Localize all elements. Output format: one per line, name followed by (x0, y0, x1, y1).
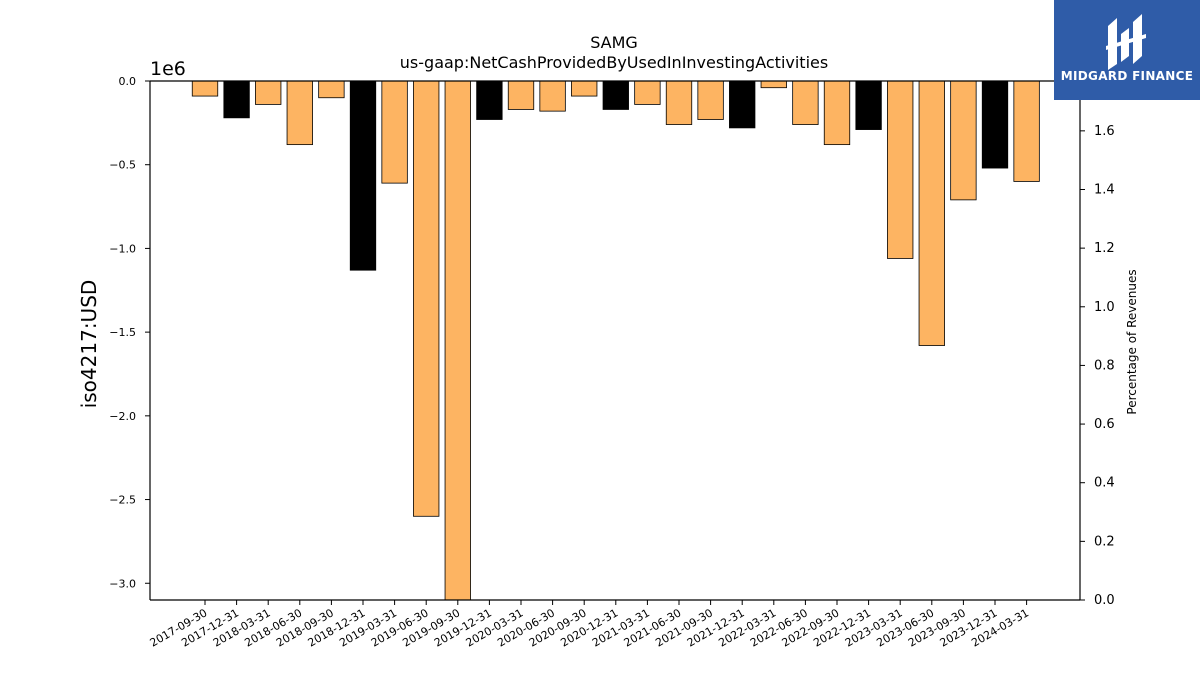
y2-tick-label: 0.8 (1094, 358, 1115, 373)
chart-subtitle: us-gaap:NetCashProvidedByUsedInInvesting… (400, 53, 828, 72)
y-tick-label: −0.5 (109, 159, 136, 172)
bar-2017-09-30 (191, 80, 219, 97)
bar-2021-12-31 (729, 80, 756, 129)
bar-2017-12-31 (223, 80, 250, 119)
y-tick-label: −2.0 (109, 410, 136, 423)
bar-2022-03-31 (760, 80, 787, 89)
y-tick-label: −2.5 (109, 494, 136, 507)
bar-2023-09-30 (950, 80, 977, 201)
bar-2020-09-30 (571, 80, 598, 97)
y-tick-label: −1.5 (109, 326, 136, 339)
bar-2022-06-30 (792, 80, 819, 125)
bar-2020-06-30 (539, 80, 566, 112)
y-axis-label: iso4217:USD (77, 280, 101, 409)
bar-2018-12-31 (349, 80, 377, 271)
bar-2019-12-31 (476, 80, 503, 120)
logo-mark-icon (1106, 14, 1146, 70)
bar-2024-03-31 (1013, 80, 1040, 182)
bar-2020-12-31 (602, 80, 629, 110)
y2-tick-label: 1.6 (1094, 124, 1115, 139)
bar-2022-09-30 (823, 80, 851, 146)
bar-2019-03-31 (381, 80, 408, 184)
y2-tick-label: 0.0 (1094, 593, 1115, 608)
y-tick-label: −1.0 (109, 242, 136, 255)
y-tick-label: 0.0 (119, 75, 137, 88)
bars (191, 80, 1040, 601)
y2-tick-label: 1.0 (1094, 300, 1115, 315)
y2-tick-label: 1.2 (1094, 241, 1115, 256)
bar-2023-12-31 (981, 80, 1009, 169)
logo: MIDGARD FINANCE (1054, 0, 1200, 100)
y-offset-label: 1e6 (150, 58, 186, 80)
bar-2021-06-30 (665, 80, 693, 125)
chart-title: SAMG (590, 33, 638, 52)
y-tick-label: −3.0 (109, 577, 136, 590)
bar-2018-06-30 (286, 80, 313, 146)
y2-tick-label: 0.2 (1094, 534, 1115, 549)
bar-2020-03-31 (507, 80, 535, 110)
y2-axis-label: Percentage of Revenues (1125, 269, 1139, 414)
bar-2023-06-30 (918, 80, 945, 346)
y2-tick-label: 0.4 (1094, 476, 1115, 491)
logo-text: MIDGARD FINANCE (1060, 69, 1194, 83)
y2-tick-label: 0.6 (1094, 417, 1115, 432)
bar-2023-03-31 (887, 80, 914, 259)
bar-2019-06-30 (413, 80, 440, 517)
y2-tick-label: 1.4 (1094, 182, 1115, 197)
bar-2018-09-30 (318, 80, 345, 99)
bar-2018-03-31 (255, 80, 282, 105)
bar-2021-09-30 (697, 80, 724, 120)
bar-2019-09-30 (444, 80, 471, 601)
bar-2021-03-31 (634, 80, 661, 105)
bar-2022-12-31 (855, 80, 882, 130)
